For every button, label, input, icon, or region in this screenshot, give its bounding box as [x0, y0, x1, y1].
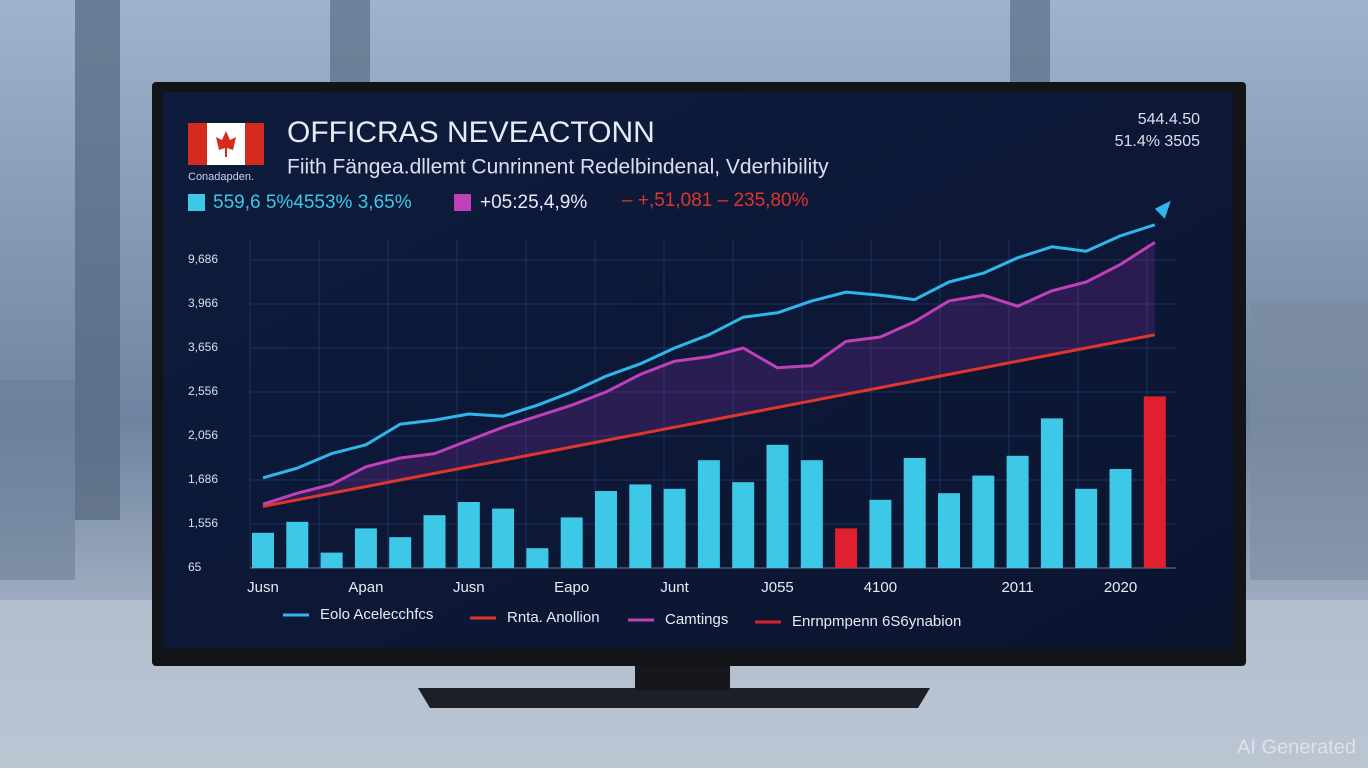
bar	[800, 460, 823, 568]
y-tick-label: 2,556	[188, 384, 218, 398]
line	[262, 241, 1156, 506]
bar	[766, 444, 789, 568]
chart-title: OFFICRAS NEVEACTONN	[287, 116, 655, 149]
flag-band	[245, 123, 264, 165]
maple-leaf	[216, 131, 236, 157]
y-tick-label: 1,556	[188, 516, 218, 530]
city-blur	[0, 380, 75, 580]
bar	[354, 528, 377, 568]
window-frame	[75, 0, 120, 520]
plot: 65 1,556 1,686 2,056 2,556 3,656 3,966 9,686 Jus…	[188, 200, 1176, 630]
bar	[869, 499, 892, 568]
area-fill	[263, 242, 1155, 507]
corner-text: 51.4% 3505	[1115, 133, 1201, 150]
arrow-head	[1154, 200, 1171, 219]
bar	[286, 521, 309, 568]
bar	[526, 548, 549, 568]
bar	[938, 493, 960, 568]
x-tick-label: Jusn	[247, 579, 279, 596]
bar	[1109, 469, 1132, 568]
flag-caption: Conadapden.	[188, 171, 254, 183]
x-tick-label: J055	[761, 579, 794, 596]
x-tick-label: 2011	[1001, 579, 1033, 596]
x-tick-label: Apan	[348, 579, 383, 596]
corner-text: 544.4.50	[1138, 111, 1200, 128]
monitor-base	[418, 688, 930, 708]
bar	[320, 552, 343, 568]
y-tick-label: 9,686	[188, 252, 218, 266]
bar	[1075, 488, 1098, 568]
watermark: AI Generated	[1237, 736, 1356, 758]
legend-label: Camtings	[665, 611, 728, 628]
line	[262, 223, 1156, 480]
bar	[560, 517, 583, 568]
line	[262, 333, 1156, 508]
bar	[252, 532, 274, 568]
bar	[835, 528, 858, 568]
bar	[1143, 396, 1166, 568]
bar	[457, 502, 480, 568]
bar	[492, 508, 515, 568]
window-frame	[1010, 0, 1050, 85]
legend-label: Enrnpmpenn 6S6ynabion	[792, 613, 961, 630]
stat: – +,51,081 – 235,80%	[622, 190, 809, 211]
x-tick-label: Junt	[660, 579, 689, 596]
x-tick-label: 2020	[1104, 579, 1137, 596]
y-tick-label: 3,966	[188, 296, 218, 310]
bar	[663, 488, 686, 568]
bar	[423, 515, 446, 568]
x-tick-label: Jusn	[453, 579, 485, 596]
bar	[595, 491, 617, 568]
bar	[972, 475, 995, 568]
chart-subtitle: Fiith Fängea.dllemt Cunrinnent Redelbind…	[287, 156, 829, 179]
flag-band	[188, 123, 207, 165]
stat: +05:25,4,9%	[480, 192, 587, 213]
y-tick-label: 3,656	[188, 340, 218, 354]
city-blur	[1250, 300, 1368, 580]
y-tick-label: 2,056	[188, 428, 218, 442]
bar	[697, 460, 720, 568]
legend-label: Rnta. Anollion	[507, 609, 600, 626]
bar	[389, 537, 412, 568]
bar	[1040, 418, 1063, 568]
y-tick-label: 65	[188, 560, 202, 574]
legend-label: Eolo Acelecchfcs	[320, 606, 433, 623]
x-tick-label: 4100	[864, 579, 897, 596]
bar	[1006, 455, 1029, 568]
y-tick-label: 1,686	[188, 472, 218, 486]
stat-swatch	[454, 194, 471, 211]
bar	[629, 484, 652, 568]
stat-swatch	[188, 194, 205, 211]
window-frame	[330, 0, 370, 95]
bar	[732, 482, 755, 568]
stat: 559,6 5%4553% 3,65%	[213, 192, 412, 213]
bar	[903, 458, 926, 568]
x-tick-label: Eapo	[554, 579, 589, 596]
